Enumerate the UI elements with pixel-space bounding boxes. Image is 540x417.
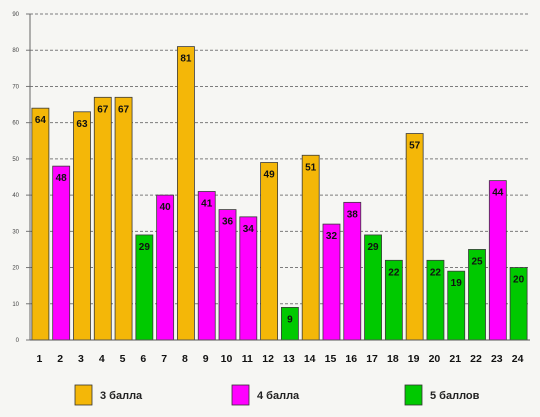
x-tick-label: 8 [182, 353, 188, 365]
bar-5 [114, 96, 133, 341]
x-tick-label: 6 [140, 353, 146, 365]
x-tick-label: 15 [325, 353, 337, 365]
legend-label-2: 4 балла [257, 390, 300, 402]
x-tick-label: 23 [491, 353, 503, 365]
data-label-23: 44 [492, 188, 504, 199]
x-tick-label: 1 [36, 353, 42, 365]
data-label-5: 67 [118, 104, 130, 115]
legend-label-3: 5 баллов [430, 390, 480, 402]
x-tick-label: 12 [262, 353, 274, 365]
bar-8 [177, 46, 195, 341]
data-label-17: 29 [368, 242, 380, 253]
x-tick-label: 16 [345, 353, 357, 365]
bar-11 [239, 216, 258, 341]
x-tick-label: 2 [57, 353, 63, 365]
x-tick-label: 4 [99, 353, 105, 365]
y-tick-label: 70 [12, 84, 19, 90]
data-label-20: 22 [430, 267, 442, 278]
x-tick-label: 24 [512, 353, 524, 365]
data-label-19: 57 [409, 141, 421, 152]
x-tick-label: 11 [242, 353, 253, 365]
x-tick-label: 21 [449, 353, 461, 365]
bar-1 [31, 107, 50, 341]
data-label-1: 64 [35, 115, 47, 126]
x-tick-label: 18 [387, 353, 399, 365]
x-tick-label: 17 [366, 353, 378, 365]
x-tick-label: 10 [221, 353, 233, 365]
data-label-9: 41 [201, 198, 213, 209]
data-label-12: 49 [264, 170, 276, 181]
legend-swatch-2 [231, 384, 250, 406]
x-tick-label: 22 [470, 353, 482, 365]
bar-16 [343, 201, 362, 341]
data-label-4: 67 [97, 104, 109, 115]
data-label-8: 81 [180, 54, 192, 65]
x-tick-label: 13 [283, 353, 295, 365]
data-label-2: 48 [56, 173, 68, 184]
y-tick-label: 80 [12, 48, 19, 54]
x-tick-label: 19 [408, 353, 420, 365]
x-tick-label: 14 [304, 353, 316, 365]
x-tick-label: 9 [203, 353, 209, 365]
y-tick-label: 50 [12, 157, 19, 163]
y-tick-label: 10 [12, 302, 19, 308]
y-tick-label: 20 [12, 266, 19, 272]
y-tick-label: 40 [12, 193, 19, 199]
x-tick-label: 20 [429, 353, 441, 365]
legend-label-1: 3 балла [100, 390, 143, 402]
bar-3 [73, 111, 91, 341]
x-tick-label: 5 [120, 353, 126, 365]
x-tick-label: 3 [78, 353, 84, 365]
data-label-6: 29 [139, 242, 151, 253]
bar-12 [260, 162, 279, 341]
bar-9 [197, 191, 216, 341]
legend-swatch-1 [74, 384, 93, 406]
data-label-24: 20 [513, 275, 525, 286]
y-tick-label: 90 [12, 12, 19, 18]
bar-2 [52, 165, 71, 341]
y-tick-label: 30 [12, 229, 19, 235]
x-tick-label: 7 [161, 353, 167, 365]
data-label-15: 32 [326, 231, 338, 242]
legend-swatch-3 [404, 384, 423, 406]
data-label-18: 22 [388, 267, 400, 278]
bar-14 [301, 154, 320, 341]
data-label-11: 34 [243, 224, 255, 235]
data-label-3: 63 [76, 119, 88, 130]
y-tick-label: 60 [12, 121, 19, 127]
bar-19 [405, 133, 424, 341]
data-label-7: 40 [160, 202, 172, 213]
data-label-14: 51 [305, 162, 317, 173]
y-tick-label: 0 [16, 338, 20, 344]
data-label-22: 25 [471, 256, 483, 267]
bar-4 [93, 96, 112, 341]
data-label-16: 38 [347, 209, 359, 220]
data-label-13: 9 [287, 314, 293, 325]
bar-23 [488, 180, 507, 341]
data-label-10: 36 [222, 217, 234, 228]
bar-7 [156, 194, 175, 341]
bar-10 [218, 209, 237, 341]
data-label-21: 19 [451, 278, 463, 289]
